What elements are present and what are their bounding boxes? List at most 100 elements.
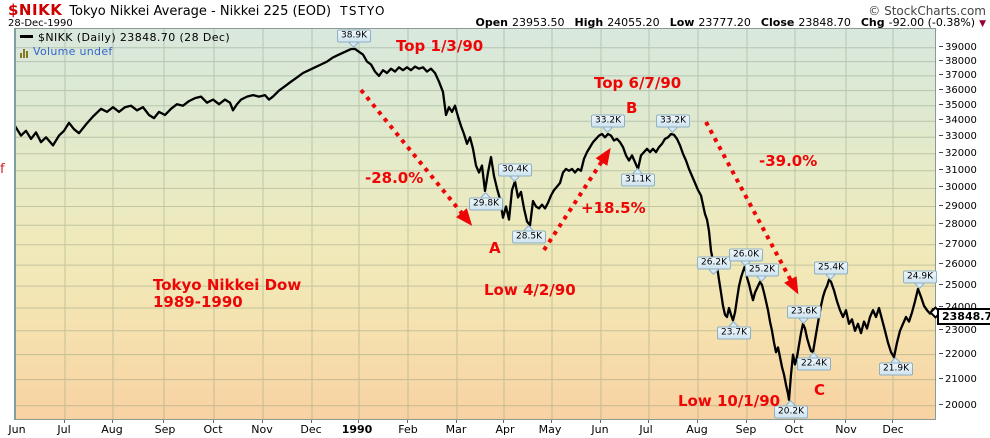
x-axis-label: Oct: [203, 423, 223, 436]
y-axis-label: 33000: [939, 131, 977, 142]
x-axis-tick: [892, 420, 893, 423]
price-callout: 30.4K: [498, 163, 532, 182]
last-price-tag: 23848.70: [929, 305, 990, 325]
chart-subheader: 28-Dec-1990 Open 23953.50 High 24055.20 Low 2…: [8, 16, 986, 29]
y-axis-label: 30000: [939, 182, 977, 193]
series-legend-label: $NIKK (Daily) 23848.70 (28 Dec): [38, 31, 231, 44]
x-axis-tick: [794, 420, 795, 423]
x-axis-label: Feb: [398, 423, 418, 436]
x-axis-label: Jun: [591, 423, 609, 436]
price-callout: 26.2K: [697, 256, 731, 275]
price-callout-value: 38.9K: [337, 29, 371, 43]
ohlc-label: High: [574, 16, 604, 29]
x-axis-tick: [213, 420, 214, 423]
price-callout-value: 25.2K: [745, 263, 779, 277]
chg-dropdown-arrow[interactable]: ▼: [979, 19, 986, 29]
chart-annotation: -28.0%: [365, 169, 424, 187]
price-callout: 33.2K: [591, 114, 625, 133]
chart-annotation: Tokyo Nikkei Dow: [153, 276, 302, 294]
x-axis-tick: [845, 420, 846, 423]
x-axis-tick: [648, 420, 649, 423]
ohlc-value: -92.00 (-0.38%): [888, 16, 976, 29]
x-axis-label: Apr: [495, 423, 515, 436]
x-axis-label: Nov: [835, 423, 857, 436]
ohlc-label: Chg: [860, 16, 885, 29]
price-callout-value: 28.5K: [512, 230, 546, 244]
y-axis-label: 29000: [939, 201, 977, 212]
y-axis-label: 36000: [939, 85, 977, 96]
x-axis-tick: [112, 420, 113, 423]
y-axis-label: 25000: [939, 280, 977, 291]
price-callout: 20.2K: [774, 400, 808, 419]
price-callout: 29.8K: [469, 192, 503, 211]
y-axis-label: 20000: [939, 400, 977, 411]
x-axis-tick: [163, 420, 164, 423]
chart-annotation: Top 1/3/90: [396, 37, 484, 55]
ohlc-label: Close: [760, 16, 795, 29]
stockcharts-credit[interactable]: © StockCharts.com: [868, 4, 986, 18]
ohlc-value: 23777.20: [698, 16, 751, 29]
x-axis-label: Nov: [251, 423, 273, 436]
price-callout-value: 23.6K: [787, 305, 821, 319]
y-axis-label: 35000: [939, 100, 977, 111]
y-axis-label: 24000: [939, 302, 977, 313]
x-axis-label: Oct: [784, 423, 804, 436]
chart-annotation: Low 4/2/90: [484, 281, 576, 299]
x-axis-label: Dec: [300, 423, 322, 436]
price-callout-value: 33.2K: [656, 114, 690, 128]
volume-legend-label: Volume undef: [33, 45, 113, 58]
chart-annotation: -39.0%: [759, 152, 818, 170]
x-axis-tick: [551, 420, 552, 423]
ohlc-value: 23848.70: [798, 16, 851, 29]
chart-annotation: Low 10/1/90: [678, 392, 781, 410]
price-callout: 23.6K: [787, 305, 821, 324]
price-callout-value: 26.2K: [697, 256, 731, 270]
y-axis-label: 38000: [939, 56, 977, 67]
price-callout: 33.2K: [656, 114, 690, 133]
x-axis-label: 1990: [341, 423, 373, 436]
line-swatch-icon: [20, 35, 33, 38]
x-axis-tick: [503, 420, 504, 423]
price-callout-value: 22.4K: [797, 357, 831, 371]
x-axis-tick: [64, 420, 65, 423]
x-axis-tick: [600, 420, 601, 423]
trend-arrow-3: [704, 121, 799, 295]
ohlc-label: Open: [475, 16, 508, 29]
price-callout: 25.4K: [814, 261, 848, 280]
x-axis-label: Jun: [8, 423, 26, 436]
price-callout: 23.7K: [717, 321, 751, 340]
price-callout-value: 25.4K: [814, 261, 848, 275]
ohlc-row: Open 23953.50 High 24055.20 Low 23777.20 Close…: [465, 16, 986, 29]
chart-annotation: Top 6/7/90: [594, 74, 682, 92]
last-price-value: 23848.70: [937, 308, 990, 325]
stray-left-text: f: [0, 162, 5, 177]
price-callout-value: 24.9K: [903, 270, 937, 284]
price-callout: 38.9K: [337, 29, 371, 48]
price-chart-svg: [16, 29, 936, 419]
volume-legend: Volume undef: [20, 45, 113, 58]
price-callout-value: 23.7K: [717, 326, 751, 340]
chart-annotation: C: [814, 381, 826, 399]
x-axis-label: Mar: [445, 423, 467, 436]
y-axis-label: 34000: [939, 115, 977, 126]
chart-date: 28-Dec-1990: [8, 18, 73, 29]
price-callout: 28.5K: [512, 225, 546, 244]
price-callout-value: 33.2K: [591, 114, 625, 128]
x-axis-tick: [456, 420, 457, 423]
chart-title: Tokyo Nikkei Average - Nikkei 225 (EOD): [69, 4, 332, 19]
price-callout: 24.9K: [903, 270, 937, 289]
x-axis-tick: [262, 420, 263, 423]
price-callout: 26.0K: [729, 248, 763, 267]
chart-header: $NIKK Tokyo Nikkei Average - Nikkei 225 …: [8, 1, 986, 19]
x-axis-tick: [311, 420, 312, 423]
ohlc-label: Low: [669, 16, 695, 29]
price-callout-value: 31.1K: [621, 173, 655, 187]
x-axis-label: Jul: [57, 423, 71, 436]
plot-area: $NIKK (Daily) 23848.70 (28 Dec) Volume u…: [14, 28, 937, 420]
y-axis-label: 32000: [939, 148, 977, 159]
x-axis-tick: [358, 420, 359, 423]
exchange-label: TSTYO: [340, 4, 386, 18]
price-callout: 31.1K: [621, 168, 655, 187]
y-axis-label: 27000: [939, 239, 977, 250]
price-callout-value: 26.0K: [729, 248, 763, 262]
